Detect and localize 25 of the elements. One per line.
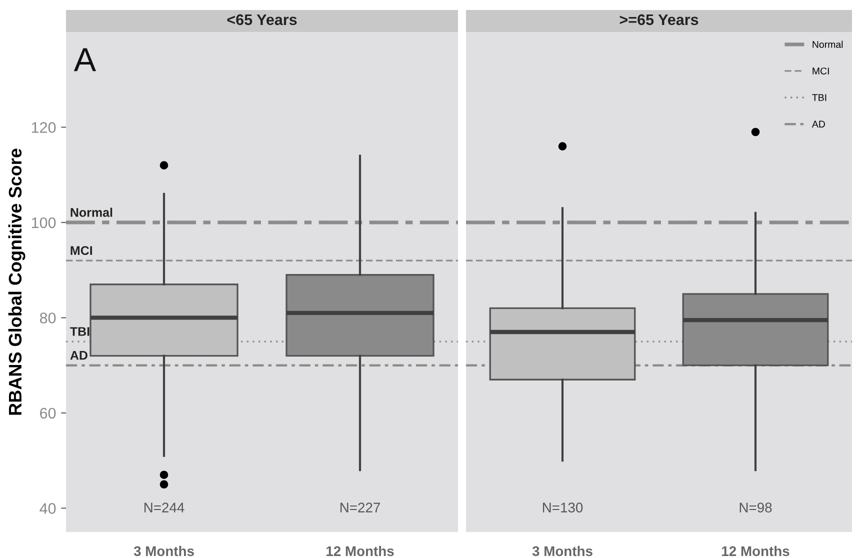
x-tick-label: 12 Months <box>326 546 394 556</box>
ref-line-label: MCI <box>70 246 92 255</box>
x-tick-label: 3 Months <box>134 546 194 556</box>
annotation: N=98 <box>740 502 772 512</box>
chart-title: <65 Years <box>227 14 297 26</box>
ref-line-label: AD <box>70 351 88 360</box>
annotation: N=130 <box>542 502 583 512</box>
x-tick-label: 3 Months <box>532 546 592 556</box>
legend-label: Normal <box>812 40 843 48</box>
y-tick-label: 100 <box>32 217 56 228</box>
ref-line-label: Normal <box>70 208 112 217</box>
legend-label: MCI <box>812 68 829 74</box>
y-tick-label: 60 <box>40 408 56 419</box>
annotation: N=244 <box>144 502 184 512</box>
x-tick-label: 12 Months <box>722 546 790 556</box>
annotation: N=227 <box>340 502 380 512</box>
chart-title: >=65 Years <box>620 14 698 26</box>
y-tick-label: 120 <box>32 122 56 133</box>
legend-label: TBI <box>812 94 826 101</box>
annotation: A <box>74 48 96 72</box>
y-tick-label: 80 <box>40 312 56 324</box>
legend-label: AD <box>812 120 825 128</box>
y-tick-label: 40 <box>40 503 56 514</box>
y-axis-title: RBANS Global Cognitive Score <box>8 148 26 415</box>
ref-line-label: TBI <box>70 327 90 336</box>
